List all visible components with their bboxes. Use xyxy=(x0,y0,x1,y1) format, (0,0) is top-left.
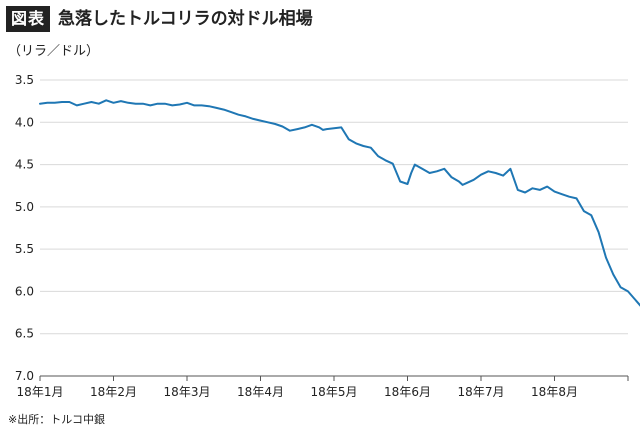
x-tick-label: 18年3月 xyxy=(164,385,211,399)
chart-title: 急落したトルコリラの対ドル相場 xyxy=(58,9,313,29)
x-tick-label: 18年6月 xyxy=(384,385,431,399)
y-axis-unit-label: （リラ／ドル） xyxy=(8,44,100,59)
x-tick-label: 18年1月 xyxy=(17,385,64,399)
x-tick-label: 18年7月 xyxy=(458,385,505,399)
figure-badge: 図表 xyxy=(6,6,51,32)
y-tick-label: 6.0 xyxy=(15,284,34,298)
y-tick-label: 6.5 xyxy=(15,327,34,341)
x-tick-label: 18年5月 xyxy=(311,385,358,399)
x-tick-label: 18年8月 xyxy=(531,385,578,399)
y-tick-label: 7.0 xyxy=(15,369,34,383)
y-tick-label: 5.5 xyxy=(15,242,34,256)
y-tick-label: 5.0 xyxy=(15,200,34,214)
source-note: ※出所：トルコ中銀 xyxy=(8,413,105,426)
y-tick-label: 3.5 xyxy=(15,73,34,87)
chart-header: 図表 急落したトルコリラの対ドル相場 xyxy=(6,6,313,32)
y-tick-label: 4.5 xyxy=(15,158,34,172)
series-line-0 xyxy=(39,99,640,307)
y-tick-label: 4.0 xyxy=(15,115,34,129)
x-tick-label: 18年2月 xyxy=(90,385,137,399)
x-tick-label: 18年4月 xyxy=(237,385,284,399)
